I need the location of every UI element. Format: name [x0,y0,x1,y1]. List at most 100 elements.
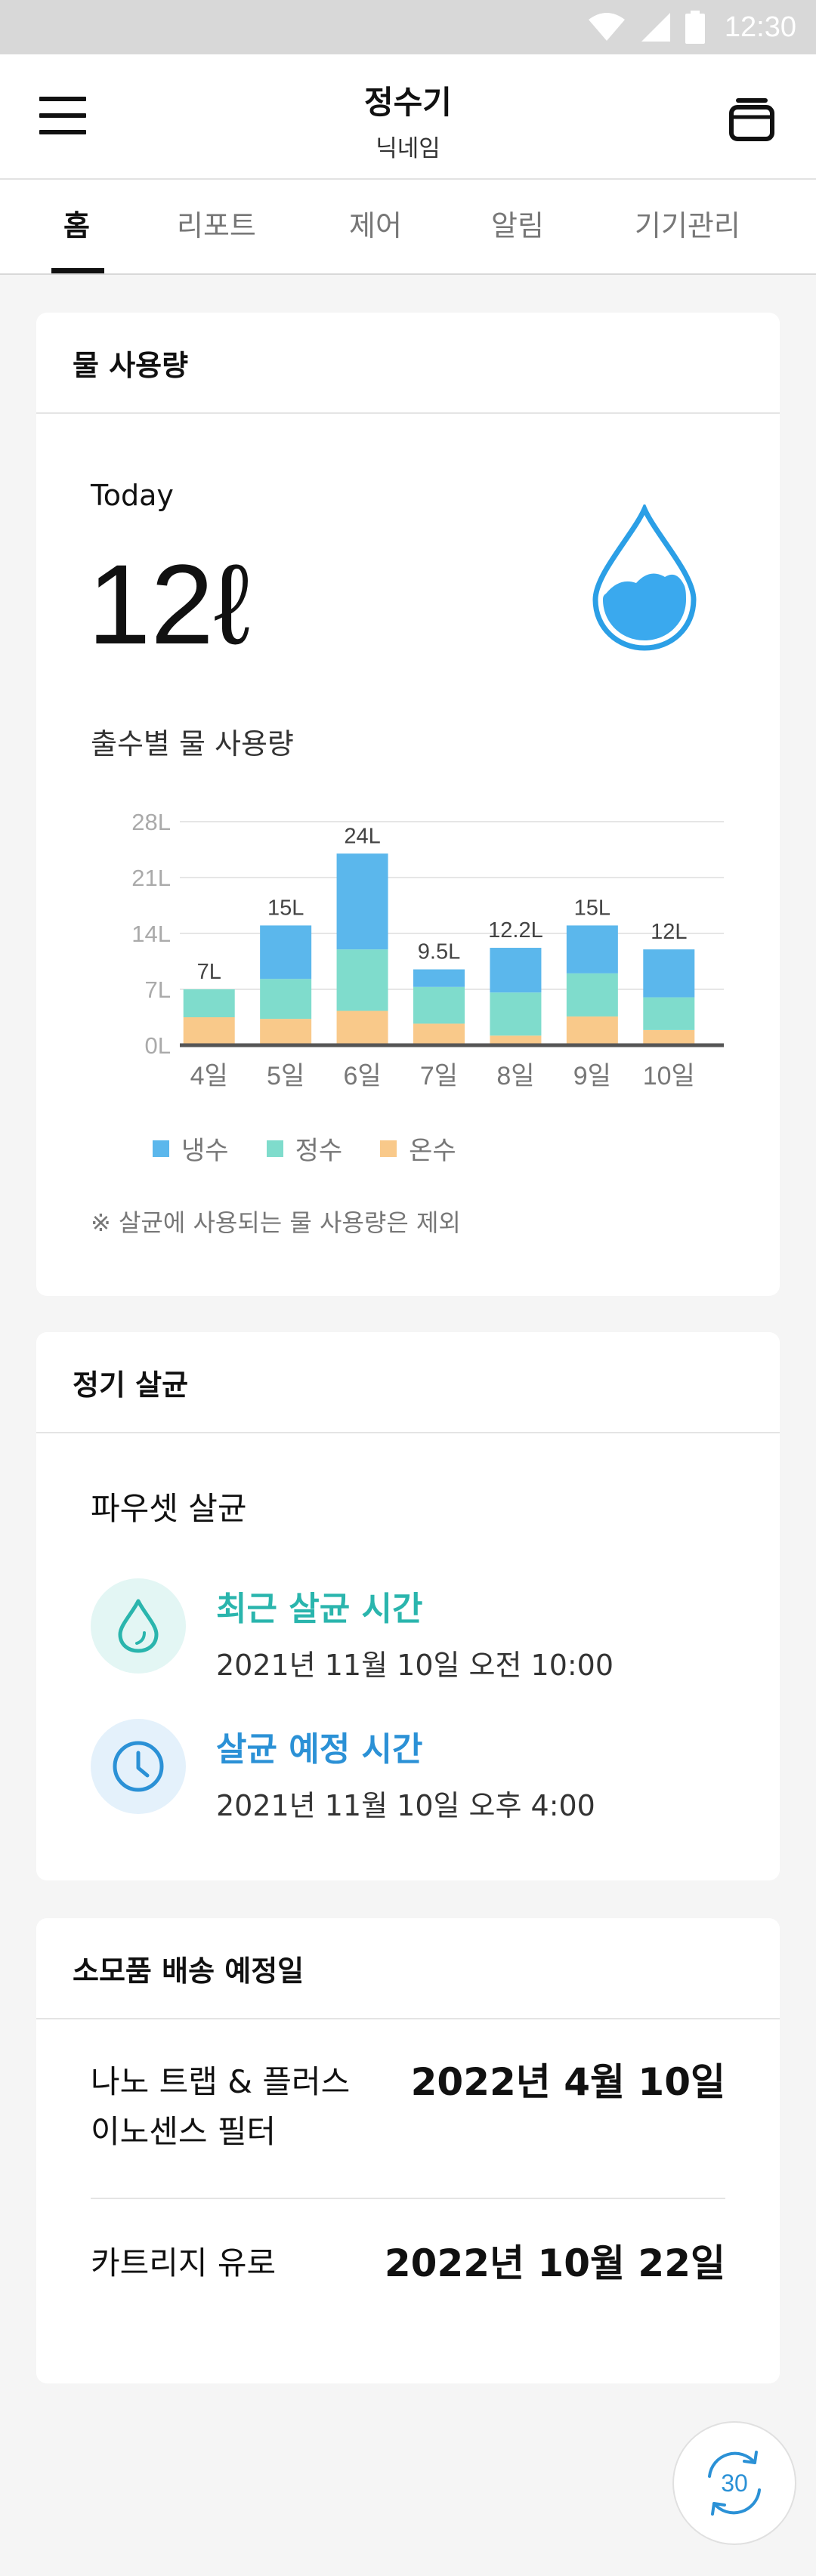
chart-bar-segment [260,925,312,979]
supplies-delivery-card: 소모품 배송 예정일 나노 트랩 & 플러스 이노센스 필터 2022년 4월 … [36,1918,780,2383]
battery-icon [685,11,705,44]
chart-y-tick-label: 0L [145,1032,171,1059]
supply-item-name-line2: 이노센스 필터 [91,2113,277,2150]
chart-bar-segment [413,986,465,1024]
legend-swatch-cold [153,1140,169,1157]
tab-notifications[interactable]: 알림 [491,209,544,242]
active-tab-indicator [51,268,104,273]
chart-total-label: 12.2L [488,918,543,942]
chart-bar-segment [566,973,618,1017]
legend-label-hot: 온수 [409,1136,456,1166]
chart-x-tick-label: 10일 [643,1062,695,1091]
scheduled-sterilization-text: 살균 예정 시간 2021년 11월 10일 오후 4:00 [216,1722,595,1824]
chart-bar-segment [260,1019,312,1045]
chart-bar-segment [413,1023,465,1045]
chart-x-tick-label: 8일 [496,1062,534,1091]
refresh-30-button[interactable]: 30 [672,2421,796,2545]
water-usage-header: 물 사용량 [36,313,780,414]
chart-bar-segment [183,1017,235,1045]
supply-item: 나노 트랩 & 플러스 이노센스 필터 2022년 4월 10일 [91,2057,725,2160]
refresh-cycle-icon: 30 [708,2451,761,2516]
chart-x-tick-label: 9일 [573,1062,611,1091]
scheduled-sterilization-label: 살균 예정 시간 [216,1730,423,1769]
tab-bar: 홈 리포트 제어 알림 기기관리 [0,180,816,275]
cellular-signal-icon [641,13,670,42]
chart-total-label: 15L [267,896,304,920]
scheduled-sterilization-date: 2021년 11월 10일 오후 4:00 [216,1789,595,1822]
page-title: 정수기 [364,84,452,121]
chart-bar-segment [643,1029,695,1045]
supply-item-name: 나노 트랩 & 플러스 이노센스 필터 [91,2057,350,2157]
chart-total-label: 24L [344,824,380,848]
chart-bar-segment [336,1010,388,1045]
legend-label-purified: 정수 [295,1136,343,1166]
chart-x-tick-label: 6일 [343,1062,381,1091]
chart-x-tick-label: 7일 [420,1062,458,1091]
chart-bar-segment [260,979,312,1020]
device-nickname: 닉네임 [376,135,440,162]
tab-control[interactable]: 제어 [349,209,402,242]
status-bar: 12:30 [0,0,816,54]
chart-bar-segment [566,925,618,973]
chart-bar-segment [643,997,695,1030]
recent-sterilization-label: 최근 살균 시간 [216,1590,423,1628]
recent-sterilization-text: 최근 살균 시간 2021년 11월 10일 오전 10:00 [216,1581,614,1683]
chart-bar-segment [566,1016,618,1045]
refresh-interval-label: 30 [721,2470,748,2497]
chart-total-label: 7L [197,960,221,984]
chart-bar-segment [490,1035,542,1045]
status-time: 12:30 [724,11,796,43]
sterilization-card: 정기 살균 파우셋 살균 최근 살균 시간 2021년 11월 10일 오전 1… [36,1332,780,1880]
clock-icon [113,1741,164,1792]
water-drop-outline-icon [118,1599,159,1653]
faucet-sterilization-title: 파우셋 살균 [91,1490,247,1527]
water-usage-card: 물 사용량 Today 12ℓ 출수별 물 사용량 0L 7L 14L 21L 28L 7… [36,313,780,1296]
chart-bar-segment [643,949,695,998]
usage-note: ※ 살균에 사용되는 물 사용량은 제외 [91,1208,461,1237]
chart-legend: 냉수 정수 온수 [153,1130,456,1167]
drop-icon-circle [91,1578,186,1674]
legend-swatch-hot [380,1140,397,1157]
today-usage-value: 12ℓ [88,541,251,668]
sterilization-header: 정기 살균 [36,1332,780,1433]
usage-by-type-label: 출수별 물 사용량 [91,727,294,760]
scheduled-sterilization-row: 살균 예정 시간 2021년 11월 10일 오후 4:00 [91,1719,595,1824]
chart-y-tick-label: 14L [131,921,171,947]
water-drop-icon [592,504,697,651]
wifi-icon [588,13,625,41]
chart-total-label: 9.5L [418,940,460,964]
chart-bar-segment [490,992,542,1036]
clock-icon-circle [91,1719,186,1814]
chart-total-label: 12L [651,920,687,944]
recent-sterilization-date: 2021년 11월 10일 오전 10:00 [216,1649,614,1682]
chart-bar-segment [336,949,388,1011]
chart-y-tick-label: 28L [131,809,171,835]
chart-bar-segment [336,853,388,950]
legend-item-hot: 온수 [380,1130,456,1167]
supply-item-date: 2022년 4월 10일 [410,2060,725,2104]
tab-home[interactable]: 홈 [63,209,90,242]
tab-report[interactable]: 리포트 [177,209,256,242]
chart-y-tick-label: 7L [145,976,171,1003]
chart-x-tick-label: 4일 [190,1062,228,1091]
usage-bar-chart: 0L 7L 14L 21L 28L 7L 4일 15L 5일 24L 6일 9.5L 7일 12.2L 8일… [131,809,724,1091]
supply-item-date: 2022년 10월 22일 [384,2241,725,2285]
chart-y-tick-label: 21L [131,865,171,891]
app-bar: 정수기 닉네임 [0,54,816,180]
today-label: Today [91,479,174,512]
chart-bar-segment [183,989,235,1017]
supply-divider [91,2198,725,2199]
menu-icon[interactable] [39,97,86,134]
supplies-header: 소모품 배송 예정일 [36,1918,780,2019]
device-switch-icon[interactable] [725,92,778,145]
legend-swatch-purified [266,1140,283,1157]
chart-bar-segment [490,948,542,993]
supply-item-name-line1: 나노 트랩 & 플러스 [91,2063,351,2100]
supply-item-name: 카트리지 유로 [91,2244,277,2281]
recent-sterilization-row: 최근 살균 시간 2021년 11월 10일 오전 10:00 [91,1578,614,1683]
app-bar-titles: 정수기 닉네임 [0,77,816,163]
tab-device-management[interactable]: 기기관리 [635,209,740,242]
chart-x-tick-label: 5일 [267,1062,304,1091]
supply-item: 카트리지 유로 2022년 10월 22일 [91,2238,725,2291]
chart-total-label: 15L [574,896,610,920]
